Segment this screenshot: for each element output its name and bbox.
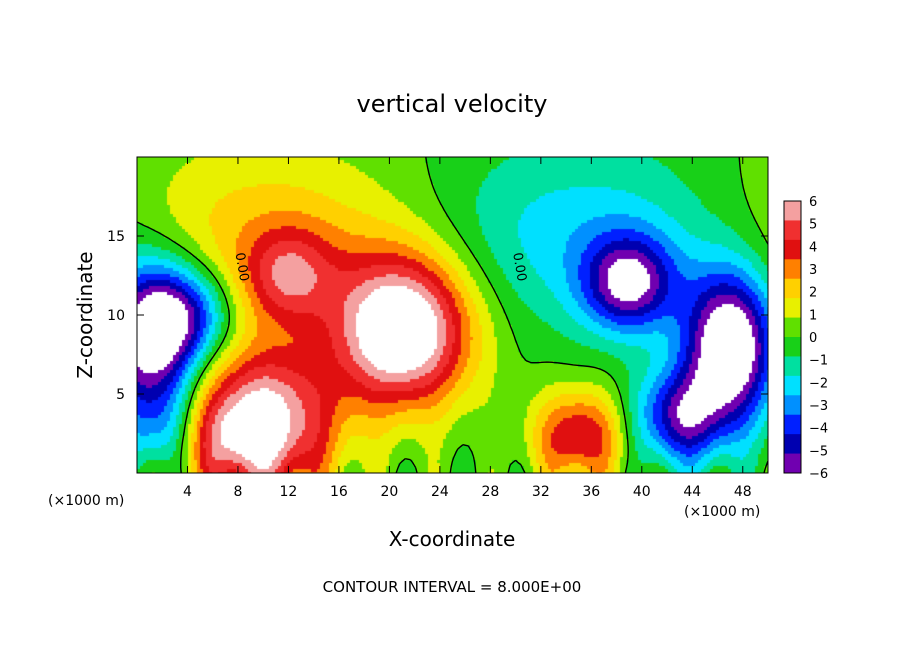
x-tick-label: 12 [280,484,298,500]
x-tick-label: 32 [532,484,550,500]
color-bar-label: −6 [809,467,828,482]
color-bar-frame [783,200,802,474]
x-axis-label: X-coordinate [389,527,516,551]
color-bar-swatch [784,453,801,474]
color-bar-swatch [784,298,801,319]
color-bar-swatch [784,414,801,435]
color-bar-swatch [784,239,801,260]
x-tick-label: 20 [380,484,398,500]
contour-label: 0.00 [509,251,529,282]
color-bar-label: −4 [809,422,828,437]
color-bar-swatch [784,259,801,280]
y-axis-label: Z-coordinate [73,251,97,378]
plot-area: 0.00 0.00 [137,157,768,473]
x-tick-labels: 4 8 12 16 20 24 28 32 36 40 44 48 [183,484,752,500]
zero-contour [137,157,768,473]
color-bar-swatch [784,278,801,299]
contour-label: 0.00 [232,251,252,282]
color-bar-labels: 6 5 4 3 2 1 0 −1 −2 −3 −4 −5 −6 [809,195,828,482]
color-bar-swatch [784,220,801,241]
color-bar-label: 3 [809,263,817,278]
x-tick-label: 8 [233,484,242,500]
color-bar-label: 5 [809,218,817,233]
color-bar-swatch [784,434,801,455]
color-bar-label: 4 [809,240,817,255]
color-bar-label: 2 [809,286,817,301]
color-bar-label: 1 [809,308,817,323]
color-bar-label: −5 [809,444,828,459]
x-unit-label: (×1000 m) [48,493,124,509]
color-bar-label: −1 [809,354,828,369]
color-bar-swatch [784,317,801,338]
color-bar-label: 0 [809,331,817,346]
color-bar-swatch [784,395,801,416]
y-tick-labels: 5 10 15 [107,229,125,403]
color-bar-swatch [784,201,801,221]
axis-ticks [137,157,768,473]
color-bar-swatches [784,201,801,474]
y-tick-label: 15 [107,229,125,245]
x-tick-label: 4 [183,484,192,500]
color-bar-label: 6 [809,195,817,210]
x-tick-label: 36 [582,484,600,500]
contour-lines: 0.00 0.00 [137,157,768,473]
color-bar-label: −3 [809,399,828,414]
chart-title: vertical velocity [357,90,548,118]
x-tick-label: 28 [481,484,499,500]
color-bar-swatch [784,375,801,396]
color-bar-swatch [784,337,801,357]
x-tick-label: 24 [431,484,449,500]
x-tick-label: 48 [734,484,752,500]
y-tick-label: 10 [107,308,125,324]
x-unit-label-right: (×1000 m) [684,504,760,520]
x-tick-label: 16 [330,484,348,500]
y-tick-label: 5 [116,387,125,403]
heatmap-canvas [137,157,768,473]
color-bar-label: −2 [809,376,828,391]
x-tick-label: 40 [633,484,651,500]
x-tick-label: 44 [683,484,701,500]
color-bar-swatch [784,356,801,377]
contour-interval-note: CONTOUR INTERVAL = 8.000E+00 [323,578,582,596]
color-bar: 6 5 4 3 2 1 0 −1 −2 −3 −4 −5 −6 [783,195,828,482]
